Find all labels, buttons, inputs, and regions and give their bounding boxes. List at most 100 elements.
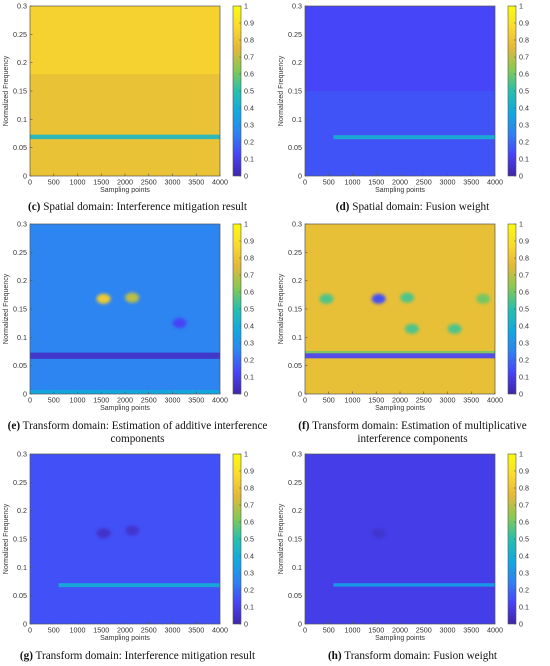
colorbar-tick-label: 0.3 xyxy=(519,121,529,130)
y-axis-label: Normalized Frequency xyxy=(278,503,285,574)
y-tick-label: 0.05 xyxy=(13,361,27,370)
heatmap-g: 0 500 1000 1500 2000 2500 3000 3500 4000 0 0.05 0.1… xyxy=(3,450,254,643)
heatmap-background xyxy=(305,454,495,624)
y-tick-label: 0.1 xyxy=(292,115,302,124)
x-axis-label: Sampling points xyxy=(100,405,150,412)
caption-d: (d) Spatial domain: Fusion weight xyxy=(275,201,550,214)
y-tick-label: 0 xyxy=(298,172,302,181)
colorbar-tick-label: 0.1 xyxy=(244,603,254,612)
heatmap-band-0 xyxy=(58,583,220,588)
colorbar-tick-label: 0.8 xyxy=(244,254,254,263)
y-axis-label: Normalized Frequency xyxy=(3,55,10,126)
x-tick-label: 1000 xyxy=(70,626,86,635)
colorbar-tick-label: 0.1 xyxy=(244,155,254,164)
heatmap-blob-2 xyxy=(96,293,111,304)
x-tick-label: 2000 xyxy=(117,396,133,405)
caption-letter-d: (d) xyxy=(335,201,350,213)
x-tick-label: 2500 xyxy=(141,626,157,635)
y-tick-label: 0.1 xyxy=(17,563,27,572)
x-tick-label: 3000 xyxy=(440,396,456,405)
x-tick-label: 4000 xyxy=(212,178,228,187)
x-tick-label: 1000 xyxy=(345,626,361,635)
colorbar-tick-label: 0.4 xyxy=(244,322,254,331)
colorbar-tick-label: 0 xyxy=(519,390,523,399)
caption-text-h: Transform domain: Fusion weight xyxy=(344,650,498,662)
caption-h: (h) Transform domain: Fusion weight xyxy=(275,650,550,663)
colorbar-tick-label: 0.7 xyxy=(519,501,529,510)
caption-letter-g: (g) xyxy=(19,650,33,662)
y-tick-label: 0.15 xyxy=(13,535,27,544)
x-tick-label: 2500 xyxy=(141,396,157,405)
colorbar-tick-label: 0 xyxy=(244,172,248,181)
y-tick-label: 0.2 xyxy=(292,506,302,515)
colorbar-tick-label: 0.7 xyxy=(519,53,529,62)
caption-text-g: Transform domain: Interference mitigatio… xyxy=(35,650,256,662)
x-tick-label: 500 xyxy=(323,396,335,405)
colorbar-tick-label: 0.1 xyxy=(519,603,529,612)
colorbar-tick-label: 0.3 xyxy=(519,569,529,578)
plot-area-h xyxy=(305,454,495,624)
heatmap-band-1 xyxy=(305,350,495,354)
colorbar-tick-label: 0.2 xyxy=(519,138,529,147)
caption-letter-h: (h) xyxy=(327,650,342,662)
y-tick-label: 0.25 xyxy=(13,248,27,257)
x-tick-label: 1500 xyxy=(368,626,384,635)
y-tick-label: 0.2 xyxy=(292,276,302,285)
colorbar-tick-label: 0.4 xyxy=(244,552,254,561)
heatmap-e: 0 500 1000 1500 2000 2500 3000 3500 4000 0 0.05 0.1… xyxy=(3,220,254,413)
heatmap-band-0 xyxy=(30,352,220,359)
heatmap-band-0 xyxy=(305,91,495,176)
caption-letter-c: (c) xyxy=(27,201,41,213)
x-tick-label: 3500 xyxy=(188,178,204,187)
y-axis-label: Normalized Frequency xyxy=(278,273,285,344)
x-tick-label: 3000 xyxy=(165,626,181,635)
heatmap-background xyxy=(30,454,220,624)
plot-area-f xyxy=(305,224,495,394)
colorbar-tick-label: 0.9 xyxy=(244,467,254,476)
plot-area-c xyxy=(30,6,220,176)
x-tick-label: 3000 xyxy=(440,178,456,187)
colorbar-tick-label: 0.5 xyxy=(244,305,254,314)
heatmap-band-1 xyxy=(333,135,495,140)
panel-f: 0 500 1000 1500 2000 2500 3000 3500 4000 0 0.05 0.1… xyxy=(275,218,550,418)
y-tick-label: 0.1 xyxy=(17,115,27,124)
y-axis-label: Normalized Frequency xyxy=(3,503,10,574)
x-tick-label: 0 xyxy=(303,626,307,635)
colorbar-tick-label: 0 xyxy=(244,390,248,399)
caption-c: (c) Spatial domain: Interference mitigat… xyxy=(0,201,275,214)
colorbar-tick-label: 0.4 xyxy=(519,104,529,113)
y-tick-label: 0.05 xyxy=(288,591,302,600)
y-tick-label: 0.2 xyxy=(17,58,27,67)
colorbar-tick-label: 0 xyxy=(519,172,523,181)
heatmap-band-0 xyxy=(333,583,495,587)
x-axis-label: Sampling points xyxy=(375,187,425,194)
caption-text-e: Transform domain: Estimation of additive… xyxy=(22,420,268,445)
x-tick-label: 0 xyxy=(28,178,32,187)
x-tick-label: 4000 xyxy=(487,396,503,405)
x-tick-label: 2500 xyxy=(416,626,432,635)
caption-letter-e: (e) xyxy=(7,420,21,432)
heatmap-band-0 xyxy=(30,74,220,176)
colorbar-tick-label: 1 xyxy=(519,2,523,11)
y-tick-label: 0 xyxy=(23,390,27,399)
x-tick-label: 2000 xyxy=(392,178,408,187)
panel-d: 0 500 1000 1500 2000 2500 3000 3500 4000 0 0.05 0.1… xyxy=(275,0,550,200)
y-axis-label: Normalized Frequency xyxy=(3,273,10,344)
colorbar-tick-label: 0.8 xyxy=(519,36,529,45)
x-tick-label: 3500 xyxy=(188,626,204,635)
colorbar-tick-label: 0.7 xyxy=(519,271,529,280)
colorbar-tick-label: 0 xyxy=(519,620,523,629)
colorbar-tick-label: 0.6 xyxy=(519,518,529,527)
colorbar-tick-label: 0.3 xyxy=(244,121,254,130)
colorbar-tick-label: 0.4 xyxy=(244,104,254,113)
panel-e: 0 500 1000 1500 2000 2500 3000 3500 4000 0 0.05 0.1… xyxy=(0,218,275,418)
y-tick-label: 0.05 xyxy=(13,591,27,600)
caption-g: (g) Transform domain: Interference mitig… xyxy=(0,650,275,663)
heatmap-blob-1 xyxy=(371,528,386,539)
heatmap-blob-3 xyxy=(125,292,140,303)
colorbar-tick-label: 1 xyxy=(244,2,248,11)
y-tick-label: 0.1 xyxy=(292,563,302,572)
x-tick-label: 2000 xyxy=(117,626,133,635)
colorbar-tick-label: 0.6 xyxy=(244,518,254,527)
y-tick-label: 0 xyxy=(23,172,27,181)
